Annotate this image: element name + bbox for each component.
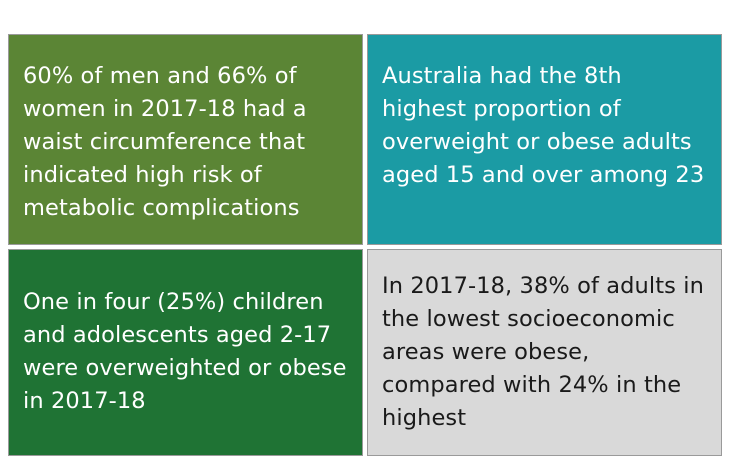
statistics-grid: 60% of men and 66% of women in 2017-18 h… bbox=[8, 34, 722, 456]
socioeconomic-obesity-stat-box: In 2017-18, 38% of adults in the lowest … bbox=[367, 249, 722, 456]
australia-ranking-stat-box: Australia had the 8th highest proportion… bbox=[367, 34, 722, 245]
waist-circumference-stat-text: 60% of men and 66% of women in 2017-18 h… bbox=[23, 63, 307, 221]
children-overweight-stat-box: One in four (25%) children and adolescen… bbox=[8, 249, 363, 456]
socioeconomic-obesity-stat-text: In 2017-18, 38% of adults in the lowest … bbox=[382, 273, 704, 431]
waist-circumference-stat-box: 60% of men and 66% of women in 2017-18 h… bbox=[8, 34, 363, 245]
australia-ranking-stat-text: Australia had the 8th highest proportion… bbox=[382, 63, 705, 188]
children-overweight-stat-text: One in four (25%) children and adolescen… bbox=[23, 289, 347, 414]
